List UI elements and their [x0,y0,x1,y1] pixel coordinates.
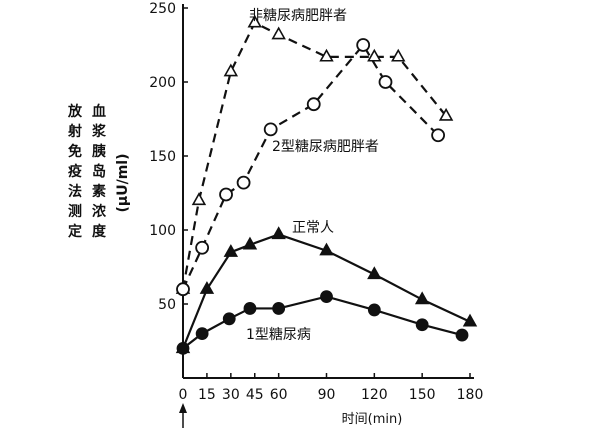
data-point [219,187,233,202]
data-point [222,312,236,326]
series-label: 1型糖尿病 [246,327,311,343]
y-axis-label-char: 血 [92,103,106,120]
y-tick-label: 250 [149,1,176,17]
data-point [272,302,286,315]
start-arrow-icon [179,403,187,413]
data-point [391,48,406,62]
y-tick-label: 200 [149,75,176,91]
data-point [263,122,278,137]
data-point [438,107,454,121]
data-point [247,14,262,28]
series-label: 非糖尿病肥胖者 [249,8,347,24]
y-axis-label-char: 胰 [92,143,106,160]
data-point [367,48,382,62]
data-point [319,242,334,256]
data-point [191,192,207,206]
data-point [199,281,215,294]
y-axis-label-char: 测 [68,203,82,220]
data-point [176,282,190,297]
x-tick-label: 90 [318,387,336,403]
data-point [462,313,478,327]
series-line [182,43,439,290]
y-axis-label-char: 射 [67,123,82,140]
data-point [306,97,321,112]
data-point [176,341,190,355]
x-tick-label: 45 [246,387,264,403]
ticks: 0 15 30 45 60 90 120 150 180 50 100 150 200 250 [149,1,483,428]
x-tick-label: 60 [270,387,288,403]
data-point [195,327,209,341]
data-point [378,75,393,89]
x-tick-label: 180 [457,387,484,403]
data-point [356,38,371,52]
y-axis-unit: (μU/ml) [115,154,131,213]
x-tick-label: 30 [222,387,240,403]
series-label: 2型糖尿病肥胖者 [272,139,379,155]
y-axis-label-char: 疫 [68,163,82,180]
data-point [414,291,430,305]
data-point [319,48,334,62]
data-point [223,63,239,77]
y-axis-label-char: 浓 [92,203,107,220]
data-point [367,303,381,317]
y-axis-label-char: 定 [68,223,82,240]
y-tick-label: 100 [149,223,176,239]
y-axis-label-char: 岛 [92,163,106,180]
x-tick-label: 0 [179,387,188,403]
data-point [243,302,257,315]
x-axis-label: 时间(min) [342,412,403,427]
data-point [320,290,333,304]
series-markers [175,14,478,355]
data-point [271,226,286,240]
data-point [223,244,239,257]
x-tick-label: 120 [361,387,388,403]
y-axis-label-char: 免 [68,143,82,160]
y-tick-label: 150 [149,149,176,165]
data-point [195,240,210,255]
y-axis-label-char: 法 [68,183,82,200]
data-point [367,266,382,280]
x-tick-label: 15 [198,387,216,403]
y-axis-label-char: 浆 [92,123,107,140]
y-axis-label-char: 素 [92,183,106,200]
data-point [236,175,251,190]
data-point [271,26,286,40]
series-line [181,21,447,290]
data-point [455,328,469,342]
x-tick-label: 150 [409,387,436,403]
series-label: 正常人 [292,220,334,236]
y-tick-label: 50 [158,297,176,313]
data-point [431,128,446,143]
y-axis-label-char: 放 [67,103,83,120]
data-point [415,318,429,332]
y-axis-label-char: 度 [92,223,107,240]
data-point [242,236,258,250]
